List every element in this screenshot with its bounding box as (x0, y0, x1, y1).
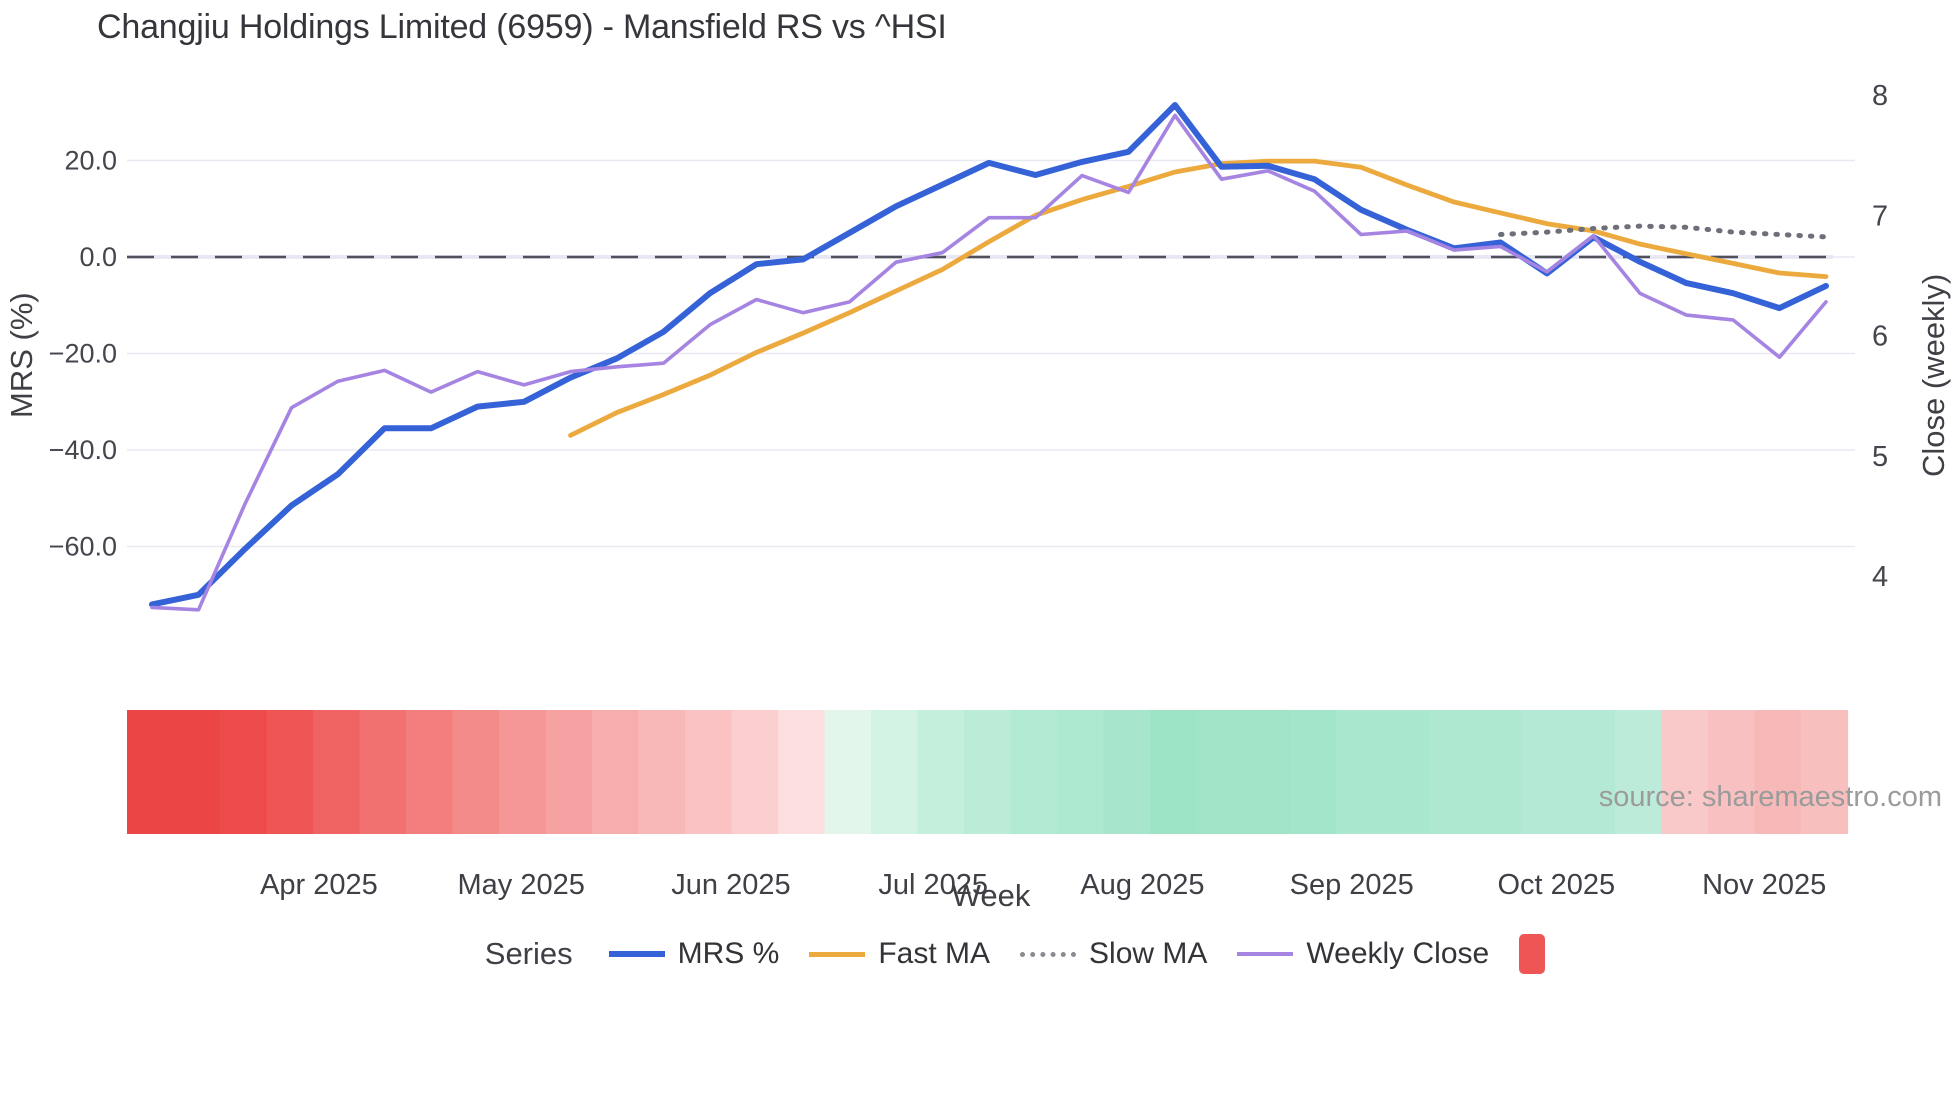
x-tick-label: Jun 2025 (671, 869, 790, 901)
heatmap-cell (1708, 710, 1756, 834)
x-tick-label: Apr 2025 (260, 869, 378, 901)
heatmap-cell (1754, 710, 1802, 834)
left-tick-label: −20.0 (49, 339, 117, 369)
right-tick-label: 4 (1872, 561, 1888, 593)
left-axis-title: MRS (%) (4, 292, 39, 418)
series-line-mrs- (149, 102, 1829, 608)
heatmap-cell (778, 710, 826, 834)
heatmap-cell (1150, 710, 1198, 834)
legend: Series MRS % Fast MA Slow MA Weekly Close (0, 934, 1960, 974)
legend-label: Weekly Close (1306, 937, 1490, 970)
heatmap-cell (1382, 710, 1430, 834)
x-tick-label: Jul 2025 (878, 869, 988, 901)
heatmap-cell (1289, 710, 1337, 834)
heatmap-cell (824, 710, 872, 834)
heatmap-cell (592, 710, 640, 834)
left-tick-label: 20.0 (64, 146, 117, 176)
x-tick-label: Oct 2025 (1497, 869, 1615, 901)
legend-item-weekly-close: Weekly Close (1237, 937, 1489, 971)
x-tick-label: Sep 2025 (1290, 869, 1414, 901)
legend-line-swatch-icon (1237, 952, 1294, 956)
left-tick-label: 0.0 (79, 242, 117, 272)
heatmap-cell (173, 710, 221, 834)
x-axis-title: Week (951, 878, 1031, 913)
legend-line-swatch-icon (809, 951, 866, 957)
heatmap-cell (220, 710, 268, 834)
x-tick-label: Nov 2025 (1702, 869, 1826, 901)
legend-line-swatch-icon (1020, 951, 1077, 957)
heatmap-cell (964, 710, 1012, 834)
heatmap-cell (1522, 710, 1570, 834)
heatmap-cell (1103, 710, 1151, 834)
x-tick-label: Aug 2025 (1080, 869, 1204, 901)
legend-title: Series (484, 936, 573, 971)
heatmap-cell (406, 710, 454, 834)
heatmap-cell (638, 710, 686, 834)
legend-label: Fast MA (878, 937, 991, 970)
heatmap-cell (871, 710, 919, 834)
heatmap-cell (1568, 710, 1616, 834)
legend-label: MRS % (677, 937, 780, 970)
legend-line-swatch-icon (608, 951, 665, 957)
legend-label: Slow MA (1089, 937, 1208, 970)
legend-heatmap-swatch-icon (1519, 934, 1546, 974)
right-tick-label: 5 (1872, 441, 1888, 473)
left-tick-label: −40.0 (49, 435, 117, 465)
heatmap-cell (685, 710, 733, 834)
heatmap-cell (545, 710, 593, 834)
heatmap-cell (1196, 710, 1244, 834)
heatmap-cell (266, 710, 314, 834)
heatmap-cell (452, 710, 500, 834)
heatmap-cell (1243, 710, 1291, 834)
legend-item-mrs-: MRS % (608, 937, 780, 971)
series-line-fast-ma (568, 158, 1829, 438)
series-line-weekly-close (150, 113, 1828, 612)
heatmap-cell (313, 710, 361, 834)
heatmap-cell (1615, 710, 1663, 834)
legend-item-heatmap (1519, 934, 1546, 974)
heatmap-cell (731, 710, 779, 834)
heatmap-cell (499, 710, 547, 834)
source-note: source: sharemaestro.com (1598, 781, 1942, 813)
x-tick-label: May 2025 (458, 869, 585, 901)
series-line-slow-ma (1498, 223, 1829, 240)
heatmap-cell (1429, 710, 1477, 834)
heatmap-cell (127, 710, 175, 834)
legend-item-slow-ma: Slow MA (1020, 937, 1207, 971)
right-tick-label: 8 (1872, 80, 1888, 112)
legend-item-fast-ma: Fast MA (809, 937, 990, 971)
heatmap-cell (1057, 710, 1105, 834)
heatmap-cell (359, 710, 407, 834)
right-tick-label: 6 (1872, 321, 1888, 353)
left-tick-label: −60.0 (49, 532, 117, 562)
heatmap-cell (1475, 710, 1523, 834)
heatmap-cell (1336, 710, 1384, 834)
heatmap-cell (1661, 710, 1709, 834)
right-tick-label: 7 (1872, 200, 1888, 232)
heatmap-cell (917, 710, 965, 834)
right-axis-title: Close (weekly) (1916, 273, 1951, 477)
chart-title: Changjiu Holdings Limited (6959) - Mansf… (97, 8, 947, 46)
heatmap-cell (1010, 710, 1058, 834)
heatmap-cell (1801, 710, 1849, 834)
